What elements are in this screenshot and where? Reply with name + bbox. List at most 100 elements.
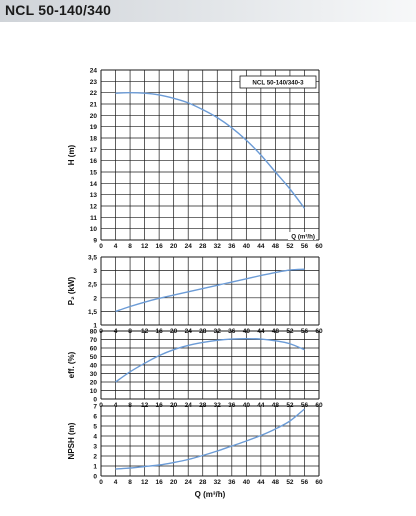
x-tick-label: 44 — [257, 402, 265, 409]
x-tick-label: 56 — [301, 328, 309, 335]
y-tick-label: 5 — [93, 424, 97, 431]
x-tick-label: 60 — [315, 402, 323, 409]
x-tick-label: 36 — [228, 402, 236, 409]
x-tick-label: 56 — [301, 243, 309, 250]
x-tick-label: 16 — [156, 243, 164, 250]
y-tick-label: 24 — [90, 68, 98, 75]
x-tick-label: 40 — [243, 243, 251, 250]
x-tick-label: 20 — [170, 243, 178, 250]
x-tick-label: 0 — [99, 243, 103, 250]
x-tick-label: 36 — [228, 243, 236, 250]
x-axis-label: Q (m³/h) — [195, 490, 226, 499]
y-tick-label: 60 — [90, 346, 98, 353]
y-tick-label: 23 — [90, 79, 98, 86]
x-tick-label: 12 — [141, 479, 149, 486]
x-tick-label: 20 — [170, 328, 178, 335]
x-tick-label: 40 — [243, 479, 251, 486]
y-tick-label: 1 — [93, 464, 97, 471]
x-tick-label: 60 — [315, 328, 323, 335]
x-tick-label: 40 — [243, 328, 251, 335]
y-tick-label: 80 — [90, 329, 98, 336]
x-tick-label: 8 — [128, 479, 132, 486]
y-tick-label: 16 — [90, 158, 98, 165]
y-tick-label: 9 — [93, 238, 97, 245]
x-tick-label: 20 — [170, 479, 178, 486]
series-line-head — [115, 91, 306, 209]
legend-box — [239, 75, 317, 89]
x-tick-label: 16 — [156, 402, 164, 409]
y-tick-label: 17 — [90, 147, 98, 154]
x-tick-label: 48 — [272, 402, 280, 409]
y-tick-label: 1,5 — [88, 309, 97, 316]
q-label-bg — [288, 232, 316, 240]
y-tick-label: 1 — [93, 323, 97, 330]
x-tick-label: 16 — [156, 479, 164, 486]
x-tick-label: 4 — [114, 402, 118, 409]
x-tick-label: 24 — [185, 328, 193, 335]
x-tick-label: 60 — [315, 479, 323, 486]
x-tick-label: 36 — [228, 328, 236, 335]
x-tick-label: 44 — [257, 479, 265, 486]
y-axis-label: P₂ (kW) — [67, 276, 76, 305]
y-tick-label: 0 — [93, 474, 97, 481]
page-title: NCL 50-140/340 — [5, 2, 112, 18]
y-tick-label: 0 — [93, 397, 97, 404]
x-tick-label: 56 — [301, 479, 309, 486]
x-tick-label: 0 — [99, 479, 103, 486]
x-tick-label: 8 — [128, 328, 132, 335]
x-tick-label: 44 — [257, 243, 265, 250]
y-tick-label: 40 — [90, 363, 98, 370]
y-tick-label: 7 — [93, 404, 97, 411]
x-tick-label: 4 — [114, 479, 118, 486]
y-tick-label: 22 — [90, 90, 98, 97]
x-tick-label: 28 — [199, 402, 207, 409]
x-tick-label: 28 — [199, 243, 207, 250]
x-tick-label: 28 — [199, 479, 207, 486]
y-tick-label: 2,5 — [88, 282, 97, 289]
x-tick-label: 8 — [128, 402, 132, 409]
x-tick-label: 4 — [114, 328, 118, 335]
x-tick-label: 12 — [141, 402, 149, 409]
x-tick-label: 52 — [286, 402, 294, 409]
legend-entry: NCL 50-140/340-3 — [252, 80, 304, 87]
x-tick-label: 12 — [141, 243, 149, 250]
x-tick-label: 44 — [257, 328, 265, 335]
x-tick-label: 56 — [301, 402, 309, 409]
y-tick-label: 10 — [90, 388, 98, 395]
y-tick-label: 18 — [90, 136, 98, 143]
series-line-power — [115, 268, 305, 313]
y-tick-label: 20 — [90, 113, 98, 120]
y-axis-label: NPSH (m) — [67, 422, 76, 459]
x-tick-label: 32 — [214, 328, 222, 335]
x-tick-label: 48 — [272, 328, 280, 335]
x-tick-label: 12 — [141, 328, 149, 335]
y-tick-label: 20 — [90, 380, 98, 387]
y-tick-label: 6 — [93, 414, 97, 421]
y-tick-label: 12 — [90, 204, 98, 211]
title-bar: NCL 50-140/340 — [0, 0, 416, 22]
y-tick-label: 19 — [90, 124, 98, 131]
x-tick-label: 40 — [243, 402, 251, 409]
y-tick-label: 50 — [90, 354, 98, 361]
x-tick-label: 0 — [99, 328, 103, 335]
y-tick-label: 10 — [90, 226, 98, 233]
x-tick-label: 60 — [315, 243, 323, 250]
x-tick-label: 28 — [199, 328, 207, 335]
x-tick-label: 32 — [214, 243, 222, 250]
y-tick-label: 3,5 — [88, 255, 97, 262]
x-tick-label: 8 — [128, 243, 132, 250]
x-tick-label: 24 — [185, 479, 193, 486]
y-tick-label: 14 — [90, 181, 98, 188]
x-tick-label: 36 — [228, 479, 236, 486]
series-line-npsh — [115, 408, 305, 470]
y-tick-label: 3 — [93, 444, 97, 451]
y-tick-label: 13 — [90, 192, 98, 199]
y-tick-label: 30 — [90, 371, 98, 378]
y-tick-label: 2 — [93, 295, 97, 302]
x-tick-label: 52 — [286, 328, 294, 335]
x-tick-label: 52 — [286, 479, 294, 486]
y-tick-label: 15 — [90, 170, 98, 177]
x-tick-label: 16 — [156, 328, 164, 335]
y-tick-label: 21 — [90, 102, 98, 109]
